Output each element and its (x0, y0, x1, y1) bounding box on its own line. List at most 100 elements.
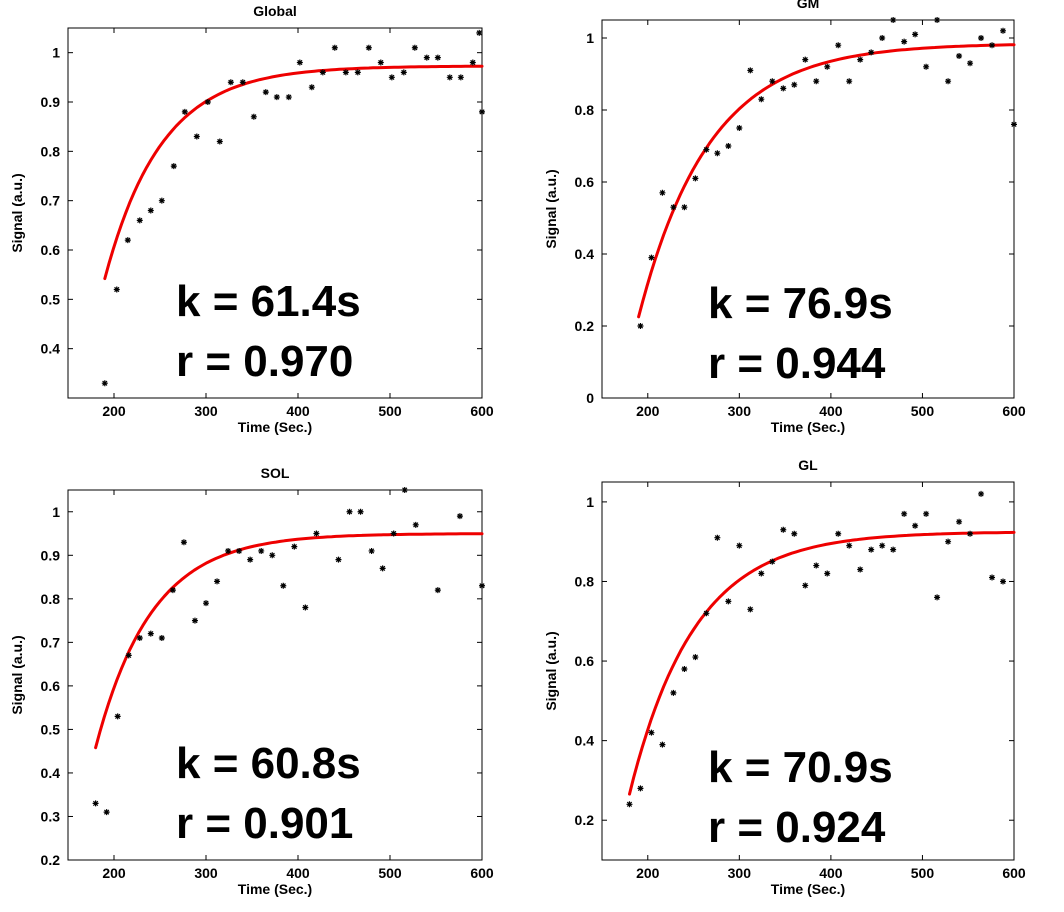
data-point (239, 79, 246, 86)
data-point (692, 175, 699, 182)
data-point (901, 510, 908, 517)
y-tick-label: 0.6 (41, 242, 61, 258)
plot-frame (601, 481, 1015, 861)
data-point (802, 56, 809, 63)
data-point (342, 69, 349, 76)
data-point (204, 99, 211, 105)
data-point (670, 689, 677, 696)
y-tick-label: 0.4 (575, 733, 595, 749)
data-point (1000, 27, 1007, 34)
y-tick-label: 0.6 (41, 678, 61, 694)
data-point (331, 44, 338, 51)
data-point (670, 204, 677, 211)
data-point (934, 594, 941, 601)
data-point (945, 538, 952, 545)
data-point (813, 78, 820, 85)
data-point (225, 547, 232, 554)
data-point (476, 29, 483, 36)
y-tick-label: 0.5 (41, 721, 61, 737)
data-point (346, 508, 353, 515)
data-point (203, 600, 209, 607)
data-point (890, 17, 897, 23)
annotation-k: k = 61.4s (176, 277, 361, 326)
data-point (824, 570, 831, 577)
data-point (1011, 121, 1017, 128)
data-point (846, 78, 853, 85)
data-point (791, 81, 798, 88)
y-tick-label: 0.3 (41, 808, 61, 824)
data-point (136, 217, 143, 224)
data-point (247, 556, 254, 563)
data-point (269, 552, 276, 559)
data-point (147, 630, 154, 637)
data-point (879, 35, 886, 41)
y-tick-label: 0.4 (41, 765, 61, 781)
data-point (736, 542, 743, 549)
x-tick-label: 600 (470, 865, 494, 881)
data-point (354, 69, 361, 76)
data-point (434, 587, 441, 594)
data-point (769, 78, 776, 85)
data-point (457, 74, 464, 81)
x-tick-label: 400 (819, 865, 843, 881)
x-tick-label: 400 (819, 403, 843, 419)
y-tick-label: 0.4 (575, 246, 595, 262)
data-point (180, 539, 187, 546)
annotation-r: r = 0.901 (176, 799, 353, 848)
data-point (780, 526, 787, 533)
data-point (868, 49, 875, 56)
data-point (912, 522, 919, 529)
data-point (258, 547, 265, 554)
data-point (692, 654, 699, 661)
y-axis-label: Signal (a.u.) (543, 631, 559, 710)
data-point (659, 741, 666, 748)
data-point (626, 801, 633, 808)
x-tick-label: 200 (102, 403, 126, 419)
fit-curve (94, 532, 484, 750)
y-tick-label: 0.9 (41, 547, 61, 563)
data-point (725, 598, 732, 605)
x-tick-label: 200 (102, 865, 126, 881)
data-point (285, 94, 292, 101)
data-point (181, 108, 188, 115)
data-point (637, 785, 644, 792)
y-tick-label: 0.8 (41, 143, 61, 159)
annotation-r: r = 0.944 (708, 339, 886, 388)
chart-panel-gl: GL 200 300 400 500 600 0.2 0.4 0.6 0.8 1 Time (Sec.… (543, 457, 1026, 897)
chart-title: Global (253, 3, 297, 19)
data-point (357, 508, 364, 515)
x-tick-label: 300 (728, 403, 752, 419)
data-point (714, 150, 721, 157)
x-axis-label: Time (Sec.) (238, 881, 312, 897)
x-tick-label: 400 (286, 403, 310, 419)
data-point (191, 617, 198, 624)
data-point (648, 254, 655, 261)
chart-title: SOL (261, 465, 290, 481)
data-point (890, 546, 897, 553)
data-point (967, 530, 974, 537)
y-tick-label: 0.8 (575, 573, 595, 589)
x-tick-label: 500 (378, 865, 402, 881)
data-point (308, 84, 315, 91)
data-point (158, 635, 165, 641)
x-tick-label: 200 (636, 865, 660, 881)
data-point (114, 713, 121, 720)
data-point (170, 163, 177, 170)
y-tick-label: 0.9 (41, 94, 61, 110)
data-point (681, 204, 688, 211)
data-point (412, 521, 419, 528)
data-point (456, 513, 463, 520)
fit-curve (103, 64, 484, 281)
y-axis-label: Signal (a.u.) (9, 173, 25, 252)
data-point (296, 59, 303, 66)
data-point (313, 530, 320, 537)
data-point (193, 133, 200, 140)
chart-panel-sol: SOL 200 300 400 500 600 0.2 0.3 0.4 0.5 0.6 0.7 0.8 0… (9, 465, 494, 897)
annotation-k: k = 60.8s (176, 739, 361, 788)
data-point (158, 197, 165, 204)
data-point (758, 96, 765, 103)
data-point (791, 530, 798, 537)
y-tick-label: 0.6 (575, 653, 595, 669)
data-point (291, 543, 298, 550)
data-point (648, 729, 655, 736)
